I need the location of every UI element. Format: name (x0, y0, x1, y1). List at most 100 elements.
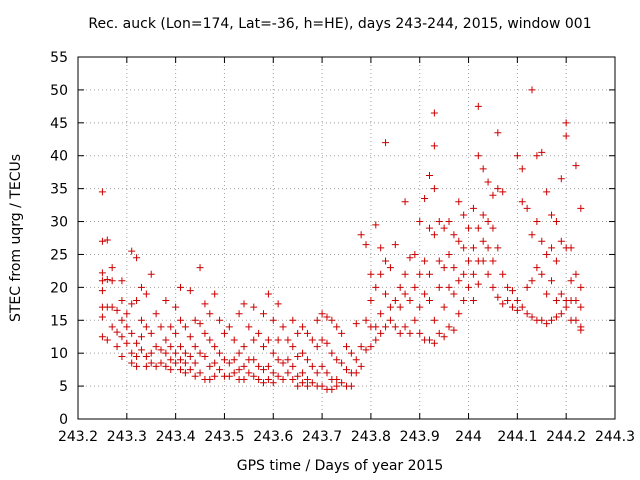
data-point-marker (201, 329, 209, 337)
data-point-marker (191, 316, 199, 324)
data-point-marker (460, 297, 468, 305)
data-point-marker (518, 303, 526, 311)
data-point-marker (186, 352, 194, 360)
data-point-marker (396, 329, 404, 337)
data-point-marker (377, 244, 385, 252)
data-point-marker (167, 343, 175, 351)
data-point-marker (318, 336, 326, 344)
data-point-marker (538, 148, 546, 156)
data-point-marker (465, 283, 473, 291)
data-point-marker (225, 372, 233, 380)
data-point-marker (499, 300, 507, 308)
data-point-marker (157, 323, 165, 331)
data-point-marker (552, 297, 560, 305)
data-point-marker (303, 376, 311, 384)
x-tick-label: 243.2 (58, 429, 98, 445)
data-point-marker (421, 257, 429, 265)
data-point-marker (255, 362, 263, 370)
data-point-marker (191, 372, 199, 380)
data-point-marker (323, 369, 331, 377)
data-point-marker (123, 310, 131, 318)
data-point-marker (377, 329, 385, 337)
data-point-marker (465, 224, 473, 232)
data-point-marker (128, 300, 136, 308)
data-point-marker (142, 323, 150, 331)
data-point-marker (562, 303, 570, 311)
data-point-marker (508, 287, 516, 295)
data-point-marker (318, 362, 326, 370)
data-point-marker (313, 369, 321, 377)
data-point-marker (308, 362, 316, 370)
data-point-marker (133, 362, 141, 370)
data-point-marker (577, 303, 585, 311)
data-point-marker (499, 188, 507, 196)
data-point-marker (494, 293, 502, 301)
y-tick-label: 50 (50, 83, 68, 99)
data-point-marker (289, 362, 297, 370)
data-point-marker (484, 270, 492, 278)
data-point-marker (572, 297, 580, 305)
data-point-marker (264, 290, 272, 298)
data-point-marker (499, 270, 507, 278)
data-point-marker (357, 231, 365, 239)
data-point-marker (362, 346, 370, 354)
data-point-marker (474, 102, 482, 110)
data-point-marker (172, 359, 180, 367)
y-tick-label: 15 (50, 313, 68, 329)
data-point-marker (577, 204, 585, 212)
data-point-marker (347, 349, 355, 357)
data-point-marker (255, 376, 263, 384)
data-point-marker (357, 343, 365, 351)
data-point-marker (128, 349, 136, 357)
y-tick-label: 5 (59, 379, 68, 395)
data-point-marker (137, 316, 145, 324)
data-point-marker (508, 303, 516, 311)
data-point-marker (113, 328, 121, 336)
data-point-marker (479, 165, 487, 173)
data-point-marker (240, 343, 248, 351)
data-point-marker (372, 221, 380, 229)
data-point-marker (343, 343, 350, 351)
data-point-marker (382, 323, 390, 331)
data-point-marker (137, 333, 145, 341)
data-point-marker (323, 313, 331, 321)
data-point-marker (445, 323, 453, 331)
y-tick-label: 25 (50, 247, 68, 263)
data-point-marker (572, 270, 580, 278)
data-point-marker (230, 369, 238, 377)
data-point-marker (562, 119, 570, 127)
data-point-marker (425, 270, 433, 278)
data-point-marker (133, 297, 141, 305)
data-point-marker (406, 297, 414, 305)
data-point-marker (416, 303, 424, 311)
plot-frame (77, 56, 616, 420)
data-point-marker (367, 270, 375, 278)
data-point-marker (357, 362, 365, 370)
data-point-marker (469, 297, 477, 305)
data-point-marker (543, 320, 551, 328)
x-tick-label: 243.3 (107, 429, 147, 445)
data-point-marker (162, 297, 170, 305)
data-point-marker (264, 336, 272, 344)
data-point-marker (421, 290, 429, 298)
data-point-marker (489, 191, 497, 199)
data-point-marker (391, 297, 399, 305)
data-point-marker (240, 362, 248, 370)
data-point-marker (455, 310, 463, 318)
data-point-marker (406, 254, 414, 262)
data-point-marker (108, 303, 116, 311)
data-point-marker (450, 264, 458, 272)
data-point-marker (450, 231, 458, 239)
data-point-marker (372, 323, 380, 331)
data-point-marker (435, 257, 443, 265)
x-tick-label: 244.1 (497, 429, 537, 445)
data-point-marker (328, 385, 336, 393)
data-point-marker (123, 339, 131, 347)
data-point-marker (435, 283, 443, 291)
data-point-marker (284, 336, 292, 344)
data-point-marker (377, 310, 385, 318)
data-point-marker (396, 283, 404, 291)
data-point-marker (98, 287, 106, 295)
data-point-marker (128, 329, 136, 337)
data-point-marker (220, 356, 228, 364)
